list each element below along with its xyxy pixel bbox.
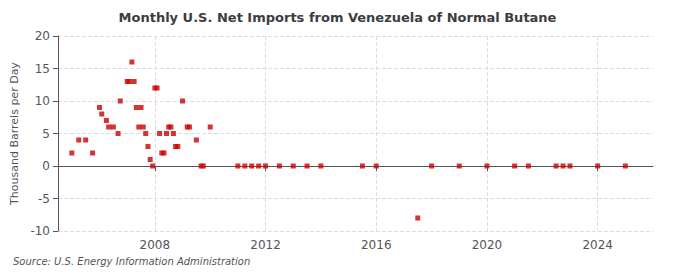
svg-text:15: 15 [35,62,50,76]
svg-text:10: 10 [35,94,50,108]
svg-text:Thousand Barrels per Day: Thousand Barrels per Day [8,62,21,206]
svg-text:2012: 2012 [250,238,281,252]
svg-text:-5: -5 [38,192,50,206]
svg-text:Source: U.S. Energy Informatio: Source: U.S. Energy Information Administ… [13,256,250,267]
svg-text:2020: 2020 [472,238,503,252]
svg-text:Monthly U.S. Net Imports from: Monthly U.S. Net Imports from Venezuela … [119,10,557,25]
svg-text:0: 0 [42,159,50,173]
svg-text:2016: 2016 [361,238,392,252]
svg-text:5: 5 [42,127,50,141]
svg-text:20: 20 [35,29,50,43]
svg-text:-10: -10 [30,224,50,238]
svg-text:2024: 2024 [582,238,613,252]
svg-text:2008: 2008 [140,238,171,252]
